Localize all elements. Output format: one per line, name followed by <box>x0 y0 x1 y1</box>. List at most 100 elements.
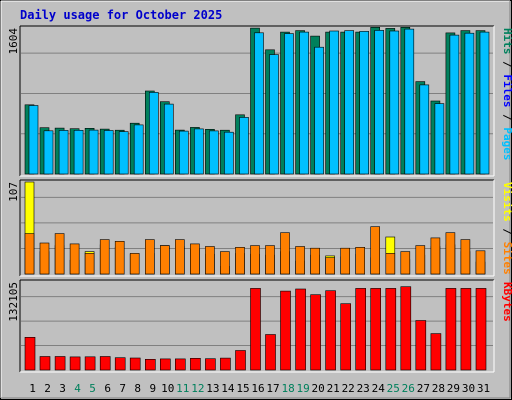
bar-sites <box>84 253 95 275</box>
day-label: 11 <box>176 382 189 395</box>
day-label: 6 <box>104 382 111 395</box>
chart-title: Daily usage for October 2025 <box>20 8 222 22</box>
bar-sites <box>445 232 456 275</box>
day-label: 29 <box>447 382 460 395</box>
day-label: 28 <box>432 382 445 395</box>
bar-sites <box>355 247 366 275</box>
bar-pages <box>419 84 430 175</box>
bar-pages <box>149 92 159 175</box>
bar-kbytes <box>175 358 186 371</box>
bar-pages <box>404 28 415 175</box>
bar-kbytes <box>114 357 126 371</box>
bar-pages <box>133 124 144 175</box>
day-label: 18 <box>281 382 294 395</box>
day-label: 14 <box>221 382 235 395</box>
day-label: 26 <box>402 382 415 395</box>
day-label: 5 <box>89 382 96 395</box>
bar-pages <box>58 130 69 175</box>
bar-pages <box>374 30 385 175</box>
bar-sites <box>370 226 381 275</box>
max-label: 1604 <box>7 28 20 55</box>
bar-sites <box>325 257 335 275</box>
bar-sites <box>340 247 351 275</box>
bar-sites <box>220 251 230 275</box>
bar-kbytes <box>190 357 201 371</box>
bar-sites <box>205 246 215 275</box>
day-label: 3 <box>59 382 66 395</box>
bar-pages <box>118 131 129 175</box>
bar-kbytes <box>250 288 261 371</box>
bar-pages <box>284 33 294 175</box>
bar-pages <box>464 32 475 175</box>
chart-panels: 1604 Hits / Files / Pages 107 Visits / Site… <box>7 25 512 373</box>
day-label: 24 <box>372 382 386 395</box>
bar-pages <box>28 105 39 175</box>
bar-kbytes <box>430 333 442 371</box>
bar-kbytes <box>415 320 427 371</box>
legend: Visits / Sites <box>501 182 512 275</box>
max-label: 107 <box>7 182 20 202</box>
panel-kbytes: 132105 KBytes <box>7 279 512 373</box>
bar-pages <box>449 34 460 175</box>
bar-pages <box>254 32 264 175</box>
panel-visits-sites: 107 Visits / Sites <box>7 179 512 277</box>
bar-kbytes <box>24 336 36 371</box>
bar-sites <box>280 232 290 275</box>
bar-sites <box>39 242 50 275</box>
day-label: 1 <box>29 382 36 395</box>
bar-sites <box>69 243 80 275</box>
legend-entry: / <box>501 108 512 128</box>
bar-kbytes <box>400 286 412 371</box>
bar-kbytes <box>205 358 216 371</box>
bar-sites <box>160 245 170 275</box>
bar-kbytes <box>220 357 231 371</box>
bar-pages <box>194 128 204 175</box>
day-labels: 1 2 3 4 5 6 7 8 9 10 11 12 13 14 15 16 17 18 19 20 21 22 23 24 2… <box>29 382 490 395</box>
bar-sites <box>310 247 320 275</box>
legend-entry: / <box>501 222 512 242</box>
day-label: 21 <box>327 382 340 395</box>
day-label: 8 <box>134 382 141 395</box>
bar-sites <box>99 239 110 275</box>
bar-sites <box>400 251 411 275</box>
legend-entry: Visits <box>501 182 512 222</box>
bar-sites <box>385 253 396 275</box>
day-label: 7 <box>119 382 126 395</box>
panel-hits-files: 1604 Hits / Files / Pages <box>7 25 512 177</box>
bar-sites <box>129 253 140 275</box>
bar-kbytes <box>69 356 81 371</box>
day-label: 20 <box>311 382 324 395</box>
bar-sites <box>430 237 441 275</box>
day-label: 19 <box>296 382 309 395</box>
bar-pages <box>209 130 219 175</box>
day-label: 30 <box>462 382 475 395</box>
bar-sites <box>295 246 305 275</box>
bar-pages <box>299 31 309 175</box>
day-label: 9 <box>149 382 156 395</box>
max-label: 132105 <box>7 282 20 322</box>
bar-sites <box>190 243 200 275</box>
bar-pages <box>434 103 445 175</box>
bar-pages <box>389 30 400 175</box>
day-label: 2 <box>44 382 51 395</box>
bar-sites <box>460 239 471 275</box>
day-label: 23 <box>357 382 370 395</box>
bar-sites <box>145 239 155 275</box>
bar-kbytes <box>160 358 171 371</box>
bar-kbytes <box>340 303 352 371</box>
legend-entry: / <box>501 55 512 75</box>
bar-kbytes <box>99 356 111 371</box>
bar-kbytes <box>460 288 472 371</box>
bar-kbytes <box>475 288 487 371</box>
bar-kbytes <box>355 288 367 371</box>
bar-pages <box>479 31 490 175</box>
bar-sites <box>24 233 35 275</box>
legend-entry: Pages <box>501 127 512 160</box>
bar-kbytes <box>280 290 291 371</box>
day-label: 17 <box>266 382 279 395</box>
bar-pages <box>224 131 234 175</box>
bar-pages <box>179 130 189 175</box>
day-label: 13 <box>206 382 219 395</box>
day-label: 31 <box>477 382 490 395</box>
